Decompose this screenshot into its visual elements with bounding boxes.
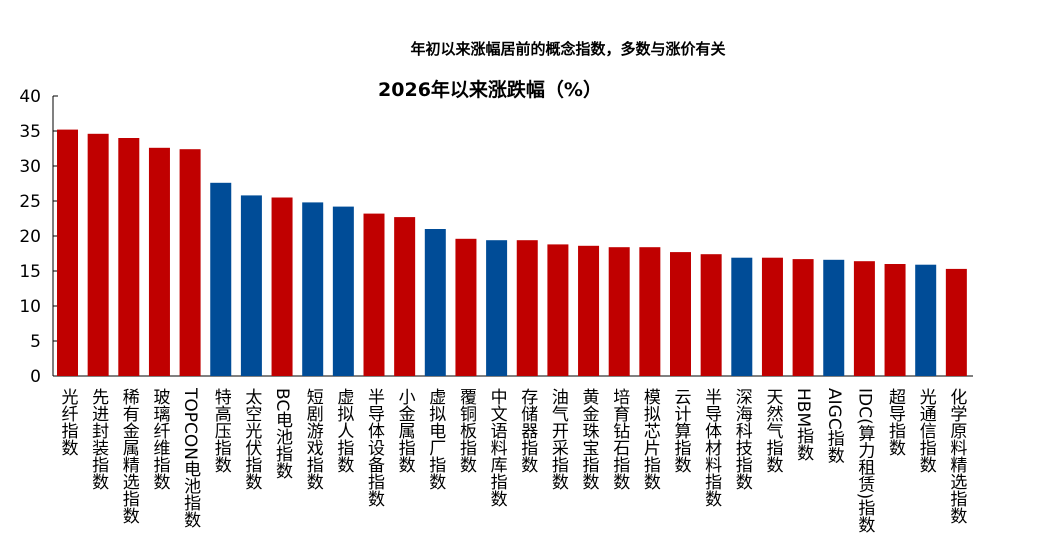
x-tick-label: 玻璃纤维指数 [149,388,170,490]
bar-3 [118,138,140,376]
x-tick-label: 稀有金属精选指数 [118,388,139,524]
bar-19 [608,247,630,376]
x-tick-label: 光纤指数 [57,388,78,456]
x-tick-label: 油气开采指数 [547,388,568,490]
bar-16 [516,240,538,376]
bar-12 [394,217,416,376]
x-tick-label: 超导指数 [885,388,906,456]
bar-29 [915,264,937,376]
y-tick-label: 0 [30,367,41,387]
x-tick-label: 化学原料精选指数 [946,388,967,524]
bar-10 [332,206,354,376]
x-tick-label: 深海科技指数 [731,388,752,490]
bar-5 [179,149,201,376]
bar-25 [792,259,814,376]
x-tick-label: AIGC指数 [823,388,844,464]
bar-2 [87,133,109,376]
x-tick-label: 培育钻石指数 [609,388,630,490]
bar-4 [148,147,170,376]
x-tick-label: 光通信指数 [915,388,936,473]
x-tick-label: 半导体设备指数 [364,388,384,507]
y-tick-label: 25 [19,192,41,212]
x-tick-label: 虚拟电厂指数 [425,388,446,490]
bar-22 [700,254,722,376]
x-tick-label: 虚拟人指数 [333,388,354,473]
x-tick-label: 半导体材料指数 [701,388,722,507]
bar-27 [853,261,875,376]
x-tick-label: 黄金珠宝指数 [578,388,599,490]
x-tick-label: 模拟芯片指数 [639,388,660,490]
bar-23 [731,257,753,376]
bar-26 [823,259,845,376]
x-tick-label: HBM指数 [793,388,814,462]
y-tick-label: 40 [19,87,41,107]
bar-28 [884,264,906,376]
bar-6 [210,182,232,376]
y-tick-label: 30 [19,157,41,177]
x-tick-label: 特高压指数 [210,388,231,473]
x-tick-label: 云计算指数 [670,388,691,473]
bar-1 [57,129,78,376]
x-tick-label: 存储器指数 [517,388,538,473]
x-tick-label: 短剧游戏指数 [302,388,323,490]
chart-note: 年初以来涨幅居前的概念指数，多数与涨价有关 [410,40,726,58]
x-tick-label: TOPCON电池指数 [180,388,201,528]
x-tick-label: 中文语料库指数 [486,388,507,507]
bar-11 [363,213,385,376]
y-tick-label: 20 [19,227,41,247]
bar-20 [639,247,661,376]
bar-9 [302,202,324,376]
x-tick-label: 天然气指数 [762,388,783,473]
y-tick-label: 5 [30,332,41,352]
y-tick-label: 15 [19,262,41,282]
bar-24 [761,257,783,376]
bar-8 [271,197,293,376]
y-tick-label: 10 [19,297,41,317]
bar-21 [670,252,691,376]
x-tick-label: IDC(算力租赁)指数 [854,388,875,534]
y-tick-label: 35 [19,122,41,142]
bar-30 [945,268,967,376]
x-tick-label: BC电池指数 [272,388,293,480]
chart-title: 2026年以来涨跌幅（%） [378,79,602,101]
bar-18 [578,245,600,376]
x-tick-label: 覆铜板指数 [455,388,476,473]
x-tick-label: 太空光伏指数 [241,388,262,490]
x-tick-label: 先进封装指数 [88,388,109,490]
bar-17 [547,244,569,376]
x-tick-label: 小金属指数 [394,388,415,473]
bar-15 [486,240,508,376]
bar-7 [240,195,262,376]
bar-13 [424,229,446,376]
bar-14 [455,238,477,376]
